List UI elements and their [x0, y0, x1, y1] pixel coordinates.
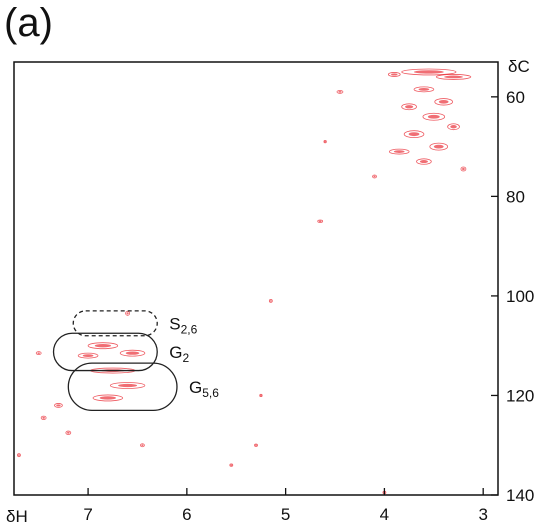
x-tick-label-7: 7 [83, 505, 92, 524]
peak-23 [109, 382, 146, 389]
peak-29 [17, 453, 21, 458]
peak-8 [447, 123, 460, 131]
x-tick-label-4: 4 [380, 505, 389, 524]
peak-13 [460, 166, 467, 172]
x-axis: 7 6 5 4 3 [83, 488, 488, 524]
y-axis-label: δC [508, 57, 530, 76]
region-label-1: S2,6 [169, 314, 197, 336]
peak-19 [87, 342, 119, 350]
x-tick-label-6: 6 [182, 505, 191, 524]
y-tick-label-60: 60 [506, 88, 525, 107]
region-outline-2 [52, 332, 158, 372]
peak-33 [259, 393, 263, 398]
peak-21 [77, 352, 99, 359]
peak-4 [413, 86, 435, 93]
peak-11 [388, 148, 410, 155]
x-tick-label-3: 3 [478, 505, 487, 524]
peak-34 [35, 351, 42, 356]
region-outline-3 [67, 362, 178, 412]
peak-18 [125, 310, 130, 316]
peak-20 [119, 349, 146, 357]
peaks-layer [17, 68, 472, 495]
y-tick-label-80: 80 [506, 187, 525, 206]
peak-6 [401, 103, 417, 111]
region-outline-1 [72, 310, 158, 337]
peak-15 [372, 174, 377, 179]
y-tick-label-140: 140 [506, 486, 534, 505]
y-tick-label-120: 120 [506, 386, 534, 405]
panel-label: (a) [4, 1, 53, 45]
peak-7 [422, 112, 446, 121]
x-tick-label-5: 5 [281, 505, 290, 524]
peak-25 [54, 403, 63, 408]
peak-24 [92, 394, 124, 402]
peak-9 [403, 130, 425, 139]
peak-27 [65, 430, 72, 435]
peak-30 [254, 443, 258, 447]
peak-26 [40, 415, 47, 420]
x-axis-label: δH [6, 507, 28, 526]
region-label-3: G5,6 [189, 378, 219, 400]
peak-17 [268, 299, 273, 303]
peak-16 [317, 219, 324, 223]
peak-31 [229, 463, 234, 467]
peak-14 [336, 89, 344, 94]
plot-frame [13, 61, 499, 496]
y-tick-label-100: 100 [506, 287, 534, 306]
peak-10 [429, 142, 449, 151]
y-axis: 60 80 100 120 140 [491, 88, 534, 505]
peak-1 [401, 68, 457, 76]
region-label-2: G2 [169, 343, 189, 365]
peak-28 [140, 443, 145, 448]
peak-2 [435, 74, 472, 80]
peak-12 [416, 158, 432, 165]
peak-3 [387, 72, 401, 77]
peak-35 [323, 139, 327, 144]
peak-5 [434, 98, 453, 106]
